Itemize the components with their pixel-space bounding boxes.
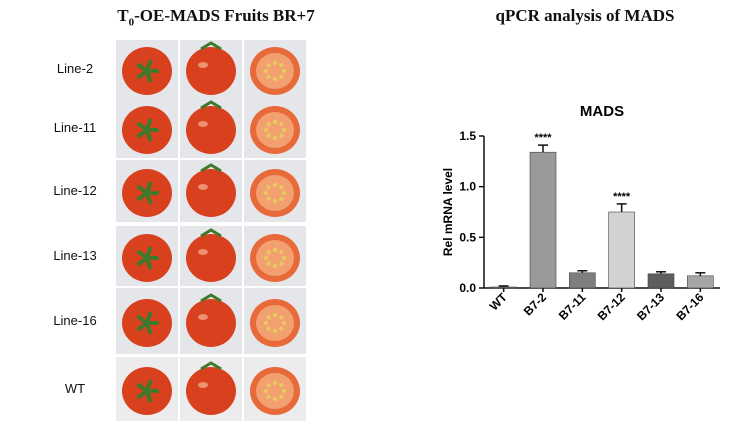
tomato-top-view-photo — [116, 160, 178, 222]
bar-wt — [490, 286, 517, 289]
y-axis-label: Rel mRNA level — [441, 168, 455, 256]
row-label: Line-12 — [53, 183, 97, 198]
y-tick-label: 0.0 — [459, 281, 476, 295]
tomato-cut-view-photo — [244, 288, 306, 354]
y-tick-label: 0.5 — [459, 230, 476, 244]
tomato-top-view-photo — [116, 98, 178, 158]
qpcr-panel-title: qPCR analysis of MADS — [495, 6, 675, 25]
tomato-top-view-photo — [116, 357, 178, 421]
y-tick-label: 1.5 — [459, 129, 476, 143]
x-tick-label: B7-16 — [673, 290, 706, 323]
x-tick-label: B7-13 — [634, 290, 667, 323]
x-tick-label: WT — [487, 290, 511, 314]
tomato-side-view-photo — [180, 160, 242, 222]
tomato-cut-view-photo — [244, 160, 306, 222]
bar-b7-2 — [529, 151, 557, 289]
bar-b7-11 — [569, 272, 596, 289]
tomato-cut-view-photo — [244, 357, 306, 421]
tomato-side-view-photo — [180, 40, 242, 98]
tomato-top-view-photo — [116, 288, 178, 354]
bar-b7-12 — [608, 211, 635, 289]
significance-label: **** — [613, 191, 631, 203]
fruit-photo-row — [116, 98, 308, 158]
tomato-side-view-photo — [180, 288, 242, 354]
fruit-photo-row — [116, 160, 308, 222]
significance-label: **** — [534, 132, 552, 144]
row-label: Line-11 — [53, 120, 97, 135]
tomato-cut-view-photo — [244, 98, 306, 158]
fruit-photo-row — [116, 40, 308, 98]
chart-title: MADS — [580, 103, 624, 120]
row-label: Line-2 — [56, 61, 94, 76]
tomato-side-view-photo — [180, 226, 242, 286]
bar-b7-13 — [647, 273, 675, 289]
photo-panel-title: T0-OE-MADS Fruits BR+7 — [117, 6, 315, 29]
fruit-photo-row — [116, 288, 308, 354]
fruit-photo-row — [116, 357, 308, 421]
x-tick-label: B7-12 — [595, 290, 628, 323]
tomato-top-view-photo — [116, 226, 178, 286]
x-tick-label: B7-11 — [556, 290, 589, 323]
tomato-side-view-photo — [180, 98, 242, 158]
tomato-cut-view-photo — [244, 40, 306, 98]
tomato-top-view-photo — [116, 40, 178, 98]
row-label: WT — [64, 381, 86, 396]
row-label: Line-13 — [53, 248, 97, 263]
bar-b7-16 — [687, 275, 714, 289]
y-tick-label: 1.0 — [459, 180, 476, 194]
tomato-side-view-photo — [180, 357, 242, 421]
fruit-photo-row — [116, 226, 308, 286]
x-tick-label: B7-2 — [521, 290, 550, 319]
tomato-cut-view-photo — [244, 226, 306, 286]
row-label: Line-16 — [53, 313, 97, 328]
